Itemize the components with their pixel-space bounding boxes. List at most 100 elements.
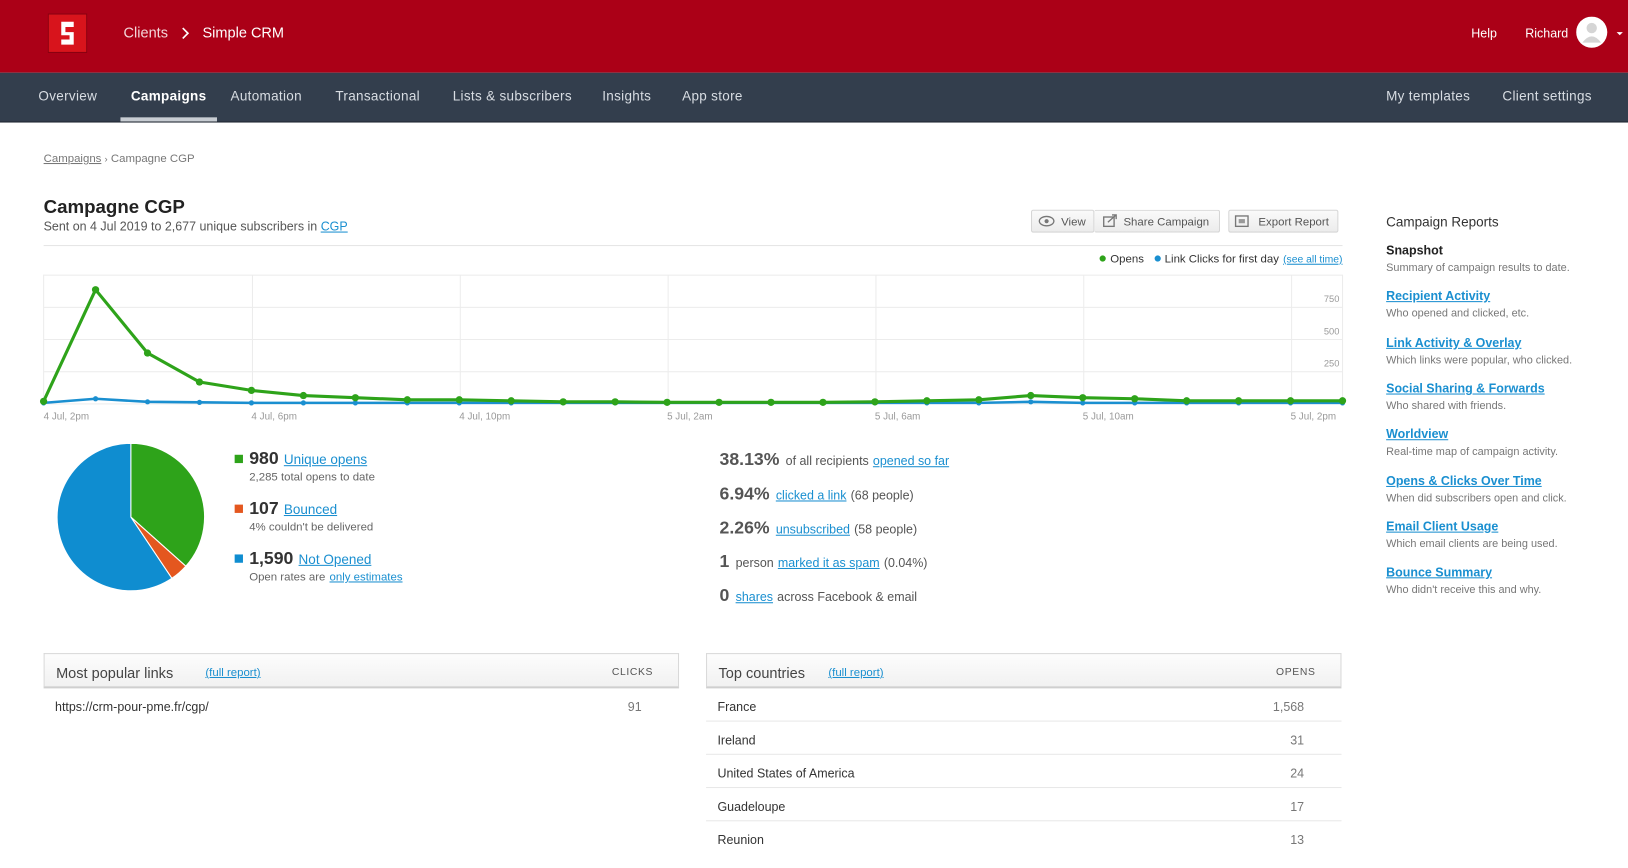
stat-link[interactable]: marked it as spam [777,555,880,571]
top-bar: Clients Simple CRM Help Richard [0,0,1628,73]
stat-row: 0 shares across Facebook & email [720,586,922,607]
logo[interactable] [47,13,88,53]
data-point [1183,397,1191,405]
report-desc: Who opened and clicked, etc. [1386,307,1530,321]
legend-label[interactable]: Unique opens [283,451,368,468]
cell-name: https://crm-pour-pme.fr/cgp/ [55,699,209,715]
cell-name: United States of America [717,766,855,781]
data-point [299,391,308,400]
legend-row: 980 Unique opens [249,449,367,470]
chart-legend: Opens Link Clicks for first day (see all t… [1099,253,1343,266]
stat-row: 38.13% of all recipients opened so far [720,450,954,471]
report-link[interactable]: Link Activity & Overlay [1386,334,1522,350]
export-button[interactable]: Export Report [1228,209,1339,233]
data-point [923,397,931,405]
data-point [455,396,463,404]
x-tick-label: 4 Jul, 2pm [44,411,89,422]
stat-text: (68 people) [850,487,914,503]
nav-item[interactable]: Client settings [1502,88,1592,104]
breadcrumb-sep: › [104,153,108,165]
stat-text: (0.04%) [883,555,928,571]
data-point [1080,400,1086,406]
data-point [92,396,99,402]
nav-bar: Overview Campaigns Automation Transactional… [0,72,1628,123]
data-point [196,399,203,405]
pie-slice [56,442,173,592]
y-tick-label: 500 [1324,326,1340,336]
nav-item[interactable]: Overview [38,88,98,104]
legend-swatch [234,554,243,563]
button-label: Export Report [1258,215,1329,229]
nav-item[interactable]: Automation [230,88,302,104]
table-link[interactable]: (full report) [828,666,884,680]
cell-count: 31 [1290,733,1305,748]
stat-value: 1 [719,551,730,572]
report-link[interactable]: Recipient Activity [1386,288,1491,304]
stat-link[interactable]: opened so far [872,453,950,469]
user-name[interactable]: Richard [1525,25,1569,41]
nav-item[interactable]: Lists & subscribers [452,88,572,104]
legend-note: 4% couldn't be delivered [249,521,373,533]
divider [43,245,1343,247]
data-point [1131,395,1139,403]
report-link[interactable]: Worldview [1386,426,1449,442]
report-link[interactable]: Email Client Usage [1386,518,1499,534]
pie-chart [56,442,206,592]
data-point [91,286,100,294]
nav-item[interactable]: My templates [1386,88,1471,104]
report-desc: Summary of campaign results to date. [1386,261,1570,275]
data-point [351,394,359,402]
breadcrumb-current: Campagne CGP [110,152,195,166]
legend-swatch [234,504,243,513]
report-link[interactable]: Bounce Summary [1386,564,1493,580]
legend-value: 980 [249,448,279,469]
stat-link[interactable]: clicked a link [775,487,847,503]
crumb-sep [182,27,190,40]
button-label: Share Campaign [1123,215,1210,229]
view-button[interactable]: View [1031,209,1095,233]
crumb-clients[interactable]: Clients [123,23,168,41]
report-link[interactable]: Social Sharing & Forwards [1386,380,1545,396]
cell-name: Ireland [717,733,756,748]
campaign-title: Campagne CGP [43,196,185,218]
nav-item[interactable]: App store [682,88,743,104]
stat-row: 1 person marked it as spam (0.04%) [720,552,932,573]
stat-row: 2.26% unsubscribed (58 people) [720,518,922,539]
report-desc: Which links were popular, who clicked. [1386,353,1573,367]
cell-count: 17 [1290,799,1305,815]
stat-link[interactable]: unsubscribed [775,521,850,537]
stat-value: 6.94% [719,483,770,504]
stat-link[interactable]: shares [735,589,774,605]
list-link[interactable]: CGP [320,219,348,234]
table-link[interactable]: (full report) [205,666,261,680]
data-point [611,398,619,406]
table-header: Top countries (full report) OPENS [706,653,1342,689]
table-title: Top countries [718,664,805,682]
series-line [42,288,1343,404]
report-desc: Who didn't receive this and why. [1386,583,1542,597]
legend-label[interactable]: Not Opened [298,551,372,567]
report-link[interactable]: Opens & Clicks Over Time [1386,472,1542,488]
data-point [352,400,358,406]
stat-text: across Facebook & email [777,589,918,605]
avatar[interactable] [1576,16,1626,50]
stat-value: 38.13% [719,449,780,470]
legend-label[interactable]: Bounced [283,501,338,518]
note-text: Open rates are [249,571,326,584]
data-point [559,398,567,406]
table-row: https://crm-pour-pme.fr/cgp/91 [44,688,679,720]
help-link[interactable]: Help [1471,25,1497,41]
pie-slice [130,442,206,567]
share-button[interactable]: Share Campaign [1094,209,1221,233]
breadcrumb-link[interactable]: Campaigns [43,152,102,166]
note-link[interactable]: only estimates [329,571,403,584]
subtitle-text: Sent on 4 Jul 2019 to 2,677 unique subsc… [43,219,318,234]
nav-item[interactable]: Transactional [335,88,420,104]
table-row: Ireland 31 [706,722,1342,755]
crumb-client[interactable]: Simple CRM [202,23,285,41]
legend-link[interactable]: (see all time) [1283,254,1343,266]
data-point [143,349,152,357]
nav-item[interactable]: Insights [602,88,652,104]
nav-item[interactable]: Campaigns [120,73,217,122]
